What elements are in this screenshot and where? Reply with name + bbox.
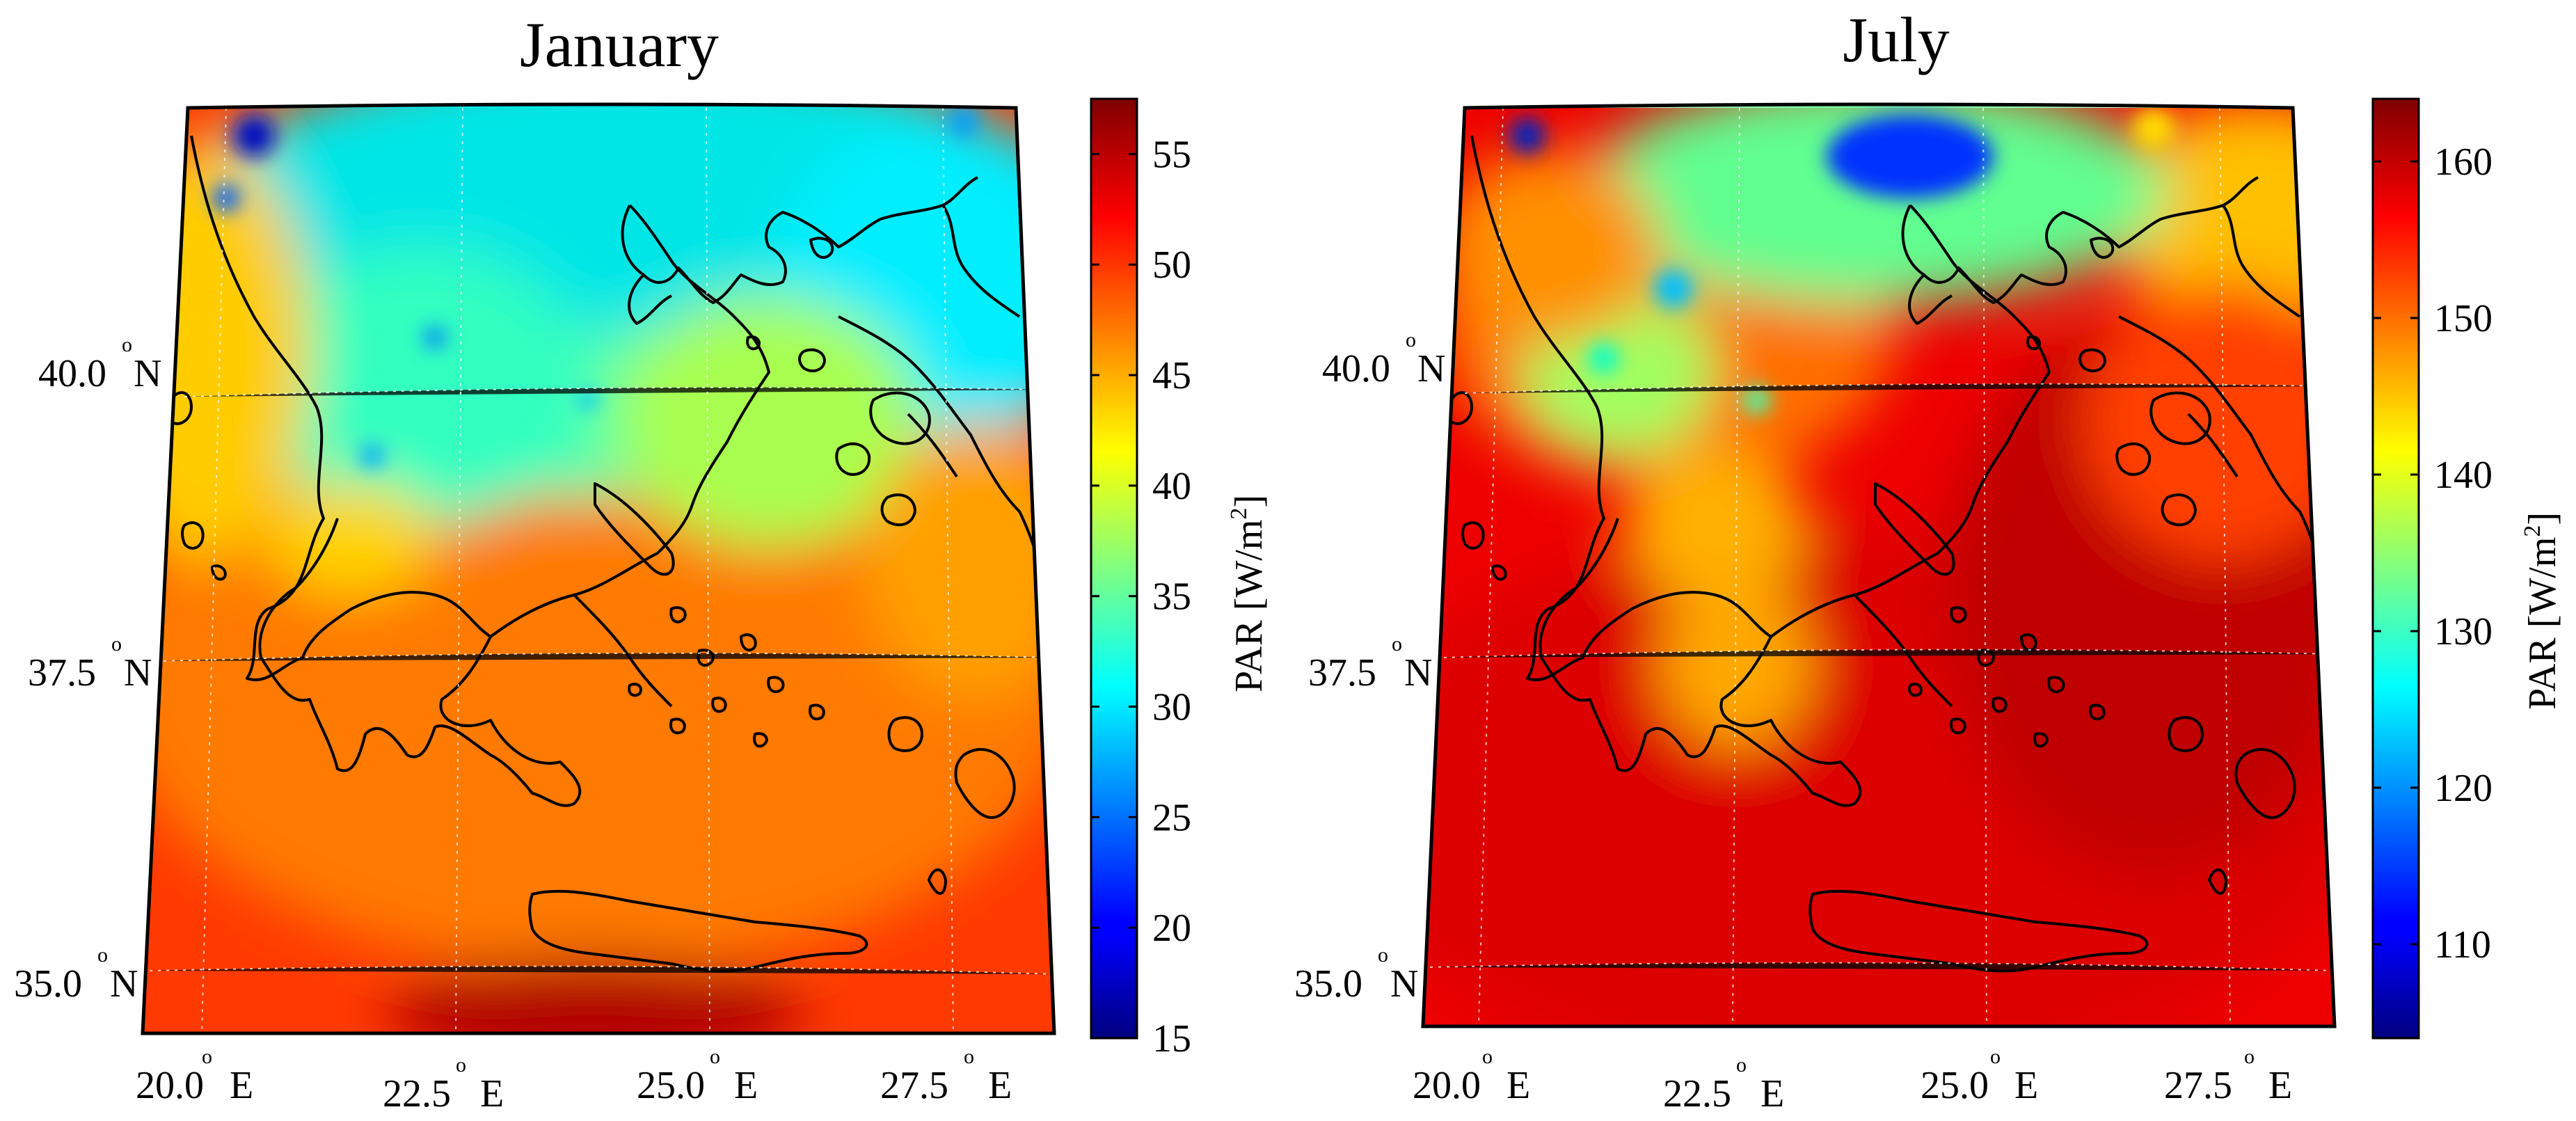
lon-labels-july: 20.0 o E 22.5 o E 25.0 o E 27.5 o E <box>1413 1045 2292 1115</box>
colorbar-tick-label: 120 <box>2434 767 2492 810</box>
graticule-july <box>1429 107 2335 1026</box>
lat-label: 37.5 <box>1308 651 1376 694</box>
graticule-january <box>149 107 1054 1033</box>
map-frame-january <box>141 102 1056 1035</box>
lon-label: 20.0 <box>1413 1064 1481 1107</box>
colorbar-ticks-july: 110 120 130 140 150 160 <box>2373 141 2492 967</box>
lon-labels-january: 20.0 o E 22.5 o E 25.0 o E 27.5 o E <box>136 1045 1012 1115</box>
degree-mark: o <box>1990 1045 2001 1068</box>
lat-label: 40.0 <box>38 352 106 395</box>
lat-hemisphere: N <box>124 651 152 694</box>
degree-mark: o <box>2244 1045 2255 1068</box>
colorbar-tick-label: 130 <box>2434 610 2492 653</box>
panel-january: January <box>14 9 1271 1115</box>
degree-mark: o <box>111 633 122 655</box>
panel-title-july: July <box>1843 4 1949 75</box>
lat-label: 37.5 <box>28 651 96 694</box>
lon-hemisphere: E <box>2014 1064 2038 1107</box>
colorbar-tick-label: 30 <box>1152 686 1191 729</box>
degree-mark: o <box>710 1045 720 1068</box>
colorbar-label-january: PAR [W/m2] <box>1226 495 1271 692</box>
degree-mark: o <box>1378 944 1388 967</box>
colorbar-tick-label: 110 <box>2434 923 2491 967</box>
degree-mark: o <box>202 1045 212 1068</box>
lat-hemisphere: N <box>134 352 161 395</box>
colorbar-tick-label: 40 <box>1152 465 1191 508</box>
colorbar-ticks-january: 15 20 25 30 35 40 45 50 55 <box>1091 133 1191 1060</box>
colorbar-january: 15 20 25 30 35 40 45 50 55 PAR [W/m2] <box>1090 97 1271 1060</box>
degree-mark: o <box>456 1054 466 1076</box>
colorbar-tick-label: 25 <box>1152 796 1191 839</box>
lat-label: 35.0 <box>14 962 82 1005</box>
lon-label: 25.0 <box>637 1064 705 1107</box>
colorbar-tick-label: 45 <box>1152 354 1191 397</box>
lat-hemisphere: N <box>1404 651 1432 694</box>
lon-label: 25.0 <box>1921 1064 1989 1107</box>
degree-mark: o <box>1736 1054 1747 1076</box>
lat-hemisphere: N <box>1417 347 1445 390</box>
colorbar-gradient <box>1090 97 1138 1040</box>
panel-title-january: January <box>520 9 719 80</box>
map-frame-july <box>1421 102 2337 1028</box>
lat-label: 40.0 <box>1322 347 1390 390</box>
degree-mark: o <box>97 944 108 967</box>
degree-mark: o <box>1482 1045 1493 1068</box>
lon-hemisphere: E <box>2268 1064 2292 1107</box>
colorbar-tick-label: 35 <box>1152 575 1191 619</box>
lon-hemisphere: E <box>230 1064 253 1107</box>
lat-hemisphere: N <box>1390 962 1418 1005</box>
lon-hemisphere: E <box>734 1064 758 1107</box>
lat-labels-july: 40.0 o N 37.5 o N 35.0 o N <box>1294 328 1445 1005</box>
par-field-january <box>143 104 1054 1033</box>
lon-label: 20.0 <box>136 1064 204 1107</box>
lon-hemisphere: E <box>1506 1064 1530 1107</box>
lon-label: 27.5 <box>2164 1064 2232 1107</box>
degree-mark: o <box>964 1045 974 1068</box>
lon-label: 27.5 <box>880 1064 948 1107</box>
lon-hemisphere: E <box>1760 1072 1784 1115</box>
colorbar-label-july: PAR [W/m2] <box>2520 512 2564 710</box>
par-field-july <box>1423 104 2335 1026</box>
lon-hemisphere: E <box>480 1072 504 1115</box>
degree-mark: o <box>122 333 132 356</box>
colorbar-tick-label: 160 <box>2434 141 2492 184</box>
degree-mark: o <box>1406 328 1416 351</box>
colorbar-tick-label: 140 <box>2434 454 2492 497</box>
lon-hemisphere: E <box>988 1064 1012 1107</box>
colorbar-tick-label: 55 <box>1152 133 1191 176</box>
colorbar-july: 110 120 130 140 150 160 PAR [W/m2] <box>2371 97 2564 1040</box>
panel-july: July <box>1294 4 2564 1115</box>
colorbar-tick-label: 20 <box>1152 907 1191 950</box>
lat-labels-january: 40.0 o N 37.5 o N 35.0 o N <box>14 333 161 1005</box>
lat-label: 35.0 <box>1294 962 1362 1005</box>
colorbar-gradient <box>2371 97 2420 1040</box>
lat-hemisphere: N <box>110 962 138 1005</box>
lon-label: 22.5 <box>1663 1072 1731 1115</box>
colorbar-tick-label: 50 <box>1152 244 1191 287</box>
degree-mark: o <box>1392 633 1402 655</box>
colorbar-tick-label: 15 <box>1152 1017 1191 1060</box>
lon-label: 22.5 <box>383 1072 451 1115</box>
colorbar-tick-label: 150 <box>2434 297 2492 340</box>
